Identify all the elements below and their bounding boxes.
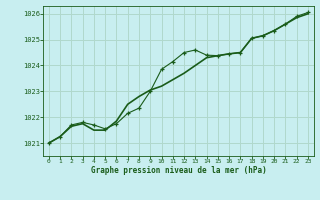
X-axis label: Graphe pression niveau de la mer (hPa): Graphe pression niveau de la mer (hPa): [91, 166, 266, 175]
